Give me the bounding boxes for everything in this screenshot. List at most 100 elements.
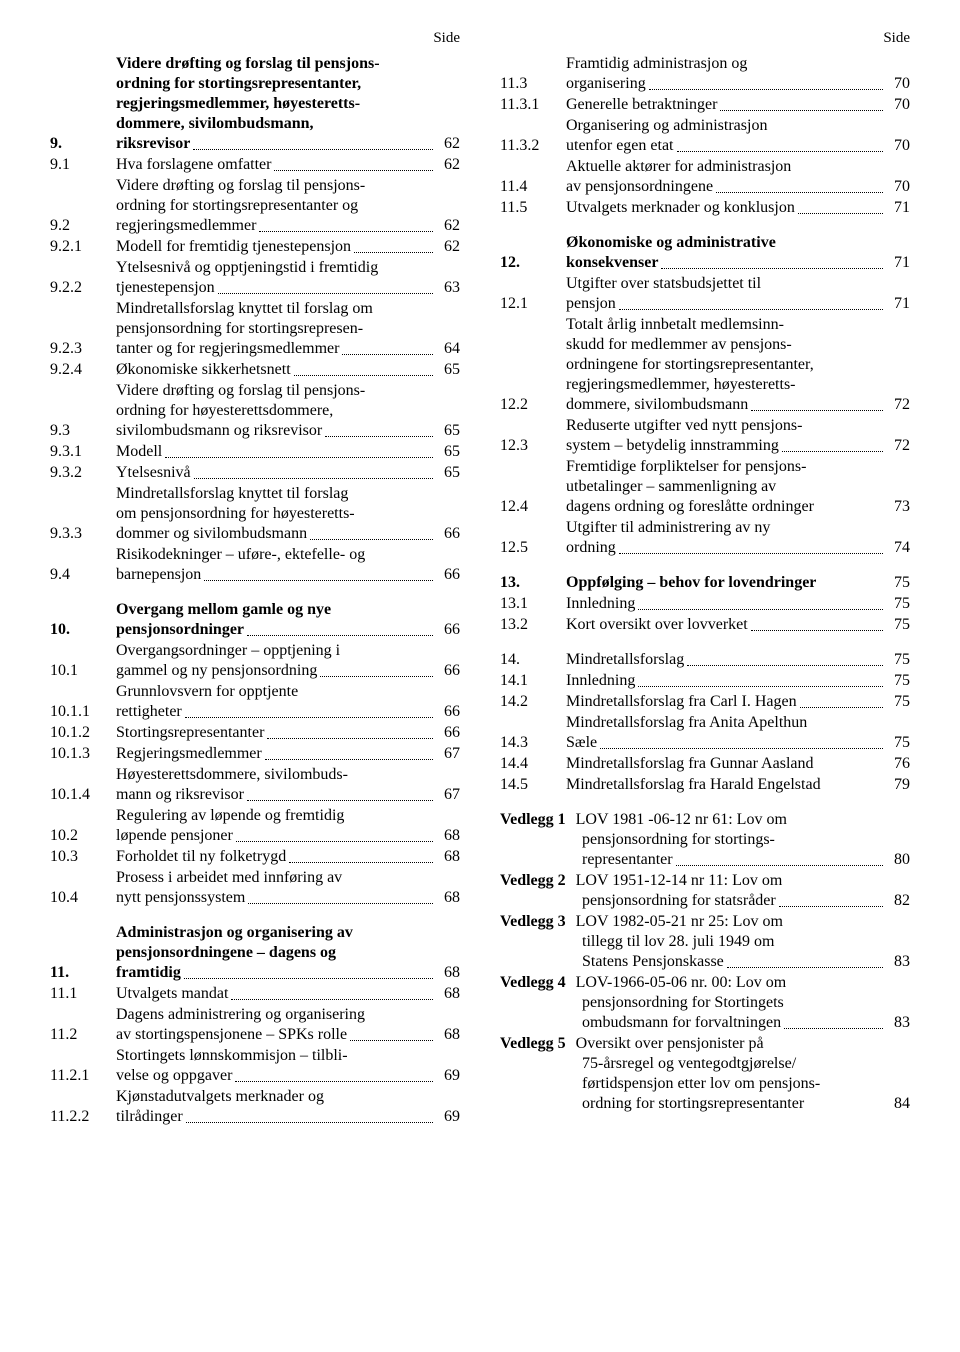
toc-row: 11.3.2Organisering og administrasjonuten… [500,116,910,156]
toc-row: 12.1Utgifter over statsbudsjettet tilpen… [500,274,910,314]
toc-row: 9.3.1Modell65 [50,442,460,462]
toc-row: 14.2Mindretallsforslag fra Carl I. Hagen… [500,692,910,712]
toc-lastline: Utvalgets mandat [116,984,436,1004]
toc-row: 11.5Utvalgets merknader og konklusjon71 [500,198,910,218]
toc-title-line: skudd for medlemmer av pensjons- [566,335,886,355]
leader [676,865,883,866]
toc-last-text: Mindretallsforslag fra Gunnar Aasland [566,754,813,774]
leader [184,978,433,979]
vedlegg-label: Vedlegg 2 [500,872,576,889]
leader [165,457,433,458]
toc-row: 14.Mindretallsforslag75 [500,650,910,670]
toc-page: 80 [886,850,910,870]
toc-number: 9.4 [50,565,116,585]
toc-title-wrap: Mindretallsforslag knyttet til forslagom… [116,484,436,544]
toc-title-line: Høyesterettsdommere, sivilombuds- [116,765,436,785]
toc-title-line: Grunnlovsvern for opptjente [116,682,436,702]
toc-last-text: rettigheter [116,702,182,722]
toc-lastline: tilrådinger [116,1107,436,1127]
toc-number: 14. [500,650,566,670]
toc-last-text: Modell [116,442,162,462]
toc-last-text: mann og riksrevisor [116,785,244,805]
toc-title-line: utbetalinger – sammenligning av [566,477,886,497]
toc-title-wrap: Mindretallsforslag fra Anita ApelthunSæl… [566,713,886,753]
toc-title-wrap: Hva forslagene omfatter [116,155,436,175]
toc-page: 66 [436,565,460,585]
toc-last-text: sivilombudsmann og riksrevisor [116,421,322,441]
toc-page: 76 [886,754,910,774]
toc-row: 9.2.1Modell for fremtidig tjenestepensjo… [50,237,460,257]
toc-last-text: regjeringsmedlemmer [116,216,256,236]
vedlegg-body: Vedlegg 1 LOV 1981 -06-12 nr 61: Lov omp… [500,810,910,870]
toc-last-text: pensjonsordninger [116,620,244,640]
leader [354,252,433,253]
spacer [500,559,910,573]
leader [600,748,883,749]
toc-title-wrap: Videre drøfting og forslag til pensjons-… [116,54,436,154]
toc-page: 67 [436,744,460,764]
leader [231,999,433,1000]
vedlegg-first-text: Oversikt over pensjonister på [576,1035,764,1052]
toc-lastline: rettigheter [116,702,436,722]
toc-number: 10.1.4 [50,785,116,805]
toc-lastline: Stortingsrepresentanter [116,723,436,743]
toc-page: 62 [436,134,460,154]
toc-page: 75 [886,692,910,712]
toc-last-text: Generelle betraktninger [566,95,717,115]
toc-number: 11.2.1 [50,1066,116,1086]
toc-last-text: tjenestepensjon [116,278,215,298]
toc-row: 14.5Mindretallsforslag fra Harald Engels… [500,775,910,795]
toc-title-line: ordning for stortingsrepresentanter, [116,74,436,94]
toc-lastline: Hva forslagene omfatter [116,155,436,175]
toc-row: 9.2Videre drøfting og forslag til pensjo… [50,176,460,236]
toc-lastline: Innledning [566,671,886,691]
vedlegg-label: Vedlegg 1 [500,811,576,828]
toc-lastline: organisering [566,74,886,94]
toc-lastline: Forholdet til ny folketrygd [116,847,436,867]
toc-last-text: utenfor egen etat [566,136,674,156]
toc-title-wrap: Overgang mellom gamle og nyepensjonsordn… [116,600,436,640]
toc-page: 83 [886,1013,910,1033]
toc-page: Side 9.Videre drøfting og forslag til pe… [0,0,960,1352]
toc-last-text: tanter og for regjeringsmedlemmer [116,339,339,359]
toc-title-wrap: Kort oversikt over lovverket [566,615,886,635]
toc-row: 11.2.1Stortingets lønnskommisjon – tilbl… [50,1046,460,1086]
toc-title-wrap: Generelle betraktninger [566,95,886,115]
toc-title-line: dommere, sivilombudsmann, [116,114,436,134]
toc-page: 83 [886,952,910,972]
toc-row: 11.1Utvalgets mandat68 [50,984,460,1004]
toc-number: 13. [500,573,566,593]
toc-number: 10.1.3 [50,744,116,764]
toc-lastline: Økonomiske sikkerhetsnett [116,360,436,380]
toc-title-wrap: Organisering og administrasjonutenfor eg… [566,116,886,156]
leader [325,436,433,437]
toc-lastline: pensjonsordninger [116,620,436,640]
toc-title-line: Utgifter over statsbudsjettet til [566,274,886,294]
left-entries: 9.Videre drøfting og forslag til pensjon… [50,54,460,1128]
toc-last-text: Mindretallsforslag fra Harald Engelstad [566,775,821,795]
leader [248,903,433,904]
toc-title-wrap: Videre drøfting og forslag til pensjons-… [116,176,436,236]
toc-title-wrap: Mindretallsforslag [566,650,886,670]
toc-page: 66 [436,524,460,544]
leader [265,759,433,760]
toc-title-line: Prosess i arbeidet med innføring av [116,868,436,888]
leader [274,170,433,171]
vedlegg-row: Vedlegg 3 LOV 1982-05-21 nr 25: Lov omti… [500,912,910,972]
toc-number: 9.2.1 [50,237,116,257]
toc-page: 66 [436,723,460,743]
toc-row: 10.1.1Grunnlovsvern for opptjenterettigh… [50,682,460,722]
toc-page: 75 [886,594,910,614]
vedlegg-last-text: Statens Pensjonskasse [582,952,724,972]
left-column: Side 9.Videre drøfting og forslag til pe… [50,30,460,1312]
toc-lastline: tjenestepensjon [116,278,436,298]
toc-title-line: Ytelsesnivå og opptjeningstid i fremtidi… [116,258,436,278]
toc-title-wrap: Risikodekninger – uføre-, ektefelle- ogb… [116,545,436,585]
spacer [500,219,910,233]
leader [236,841,433,842]
toc-lastline: regjeringsmedlemmer [116,216,436,236]
toc-title-wrap: Utgifter over statsbudsjettet tilpensjon [566,274,886,314]
toc-number: 11.3 [500,74,566,94]
toc-title-wrap: Utgifter til administrering av nyordning [566,518,886,558]
toc-row: 14.3Mindretallsforslag fra Anita Apelthu… [500,713,910,753]
